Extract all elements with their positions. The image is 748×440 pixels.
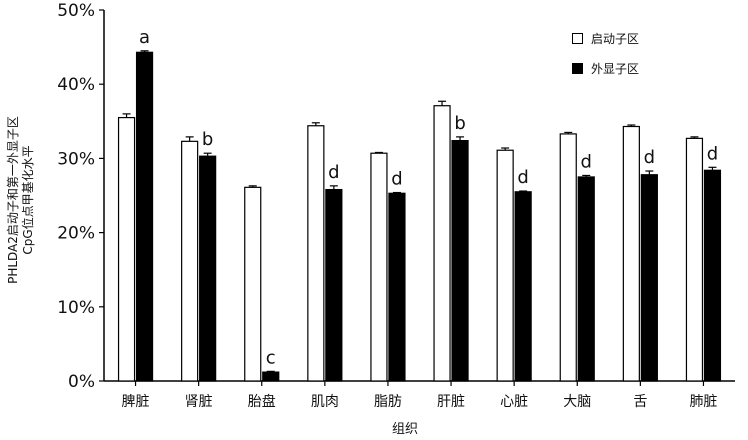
legend: 启动子区 外显子区 xyxy=(572,30,639,76)
x-tick-label: 大脑 xyxy=(563,394,591,410)
legend-label-promoter: 启动子区 xyxy=(591,31,640,46)
x-tick-label: 舌 xyxy=(633,394,647,410)
x-tick-label: 胎盘 xyxy=(248,393,276,410)
y-tick-label: 30% xyxy=(57,149,95,169)
bar xyxy=(559,133,577,382)
significance-label: d xyxy=(581,151,592,172)
bar xyxy=(703,169,722,382)
y-tick-label: 40% xyxy=(57,75,95,95)
y-tick-label: 0% xyxy=(68,372,95,392)
significance-label: d xyxy=(391,169,402,190)
bar xyxy=(307,125,325,382)
legend-label-exon: 外显子区 xyxy=(591,61,640,76)
y-tick-label: 10% xyxy=(57,298,95,318)
significance-label: d xyxy=(644,147,655,168)
significance-label: d xyxy=(707,143,718,164)
x-tick-label: 心脏 xyxy=(500,394,528,410)
bar xyxy=(685,137,704,382)
legend-item-exon: 外显子区 xyxy=(572,60,639,76)
bar xyxy=(622,125,640,382)
y-axis-title-line-2: CpG位点甲基化水平 xyxy=(21,145,35,255)
x-tick-label: 肾脏 xyxy=(185,394,213,410)
bar xyxy=(325,188,343,382)
bar xyxy=(433,105,451,382)
bar xyxy=(451,139,469,382)
x-tick-label: 脾脏 xyxy=(122,394,150,410)
x-tick-label: 肺脏 xyxy=(689,394,717,410)
y-axis-title: PHLDA2启动子和第一外显子区 CpG位点甲基化水平 xyxy=(2,80,40,320)
bar xyxy=(388,192,406,382)
significance-label: d xyxy=(328,162,339,183)
bar xyxy=(117,116,136,382)
y-tick-label: 50% xyxy=(57,1,95,21)
bar xyxy=(577,176,595,382)
bar xyxy=(181,140,199,382)
bar xyxy=(640,174,658,382)
x-tick-label: 肌肉 xyxy=(311,394,339,410)
legend-swatch-exon xyxy=(572,62,583,74)
y-axis-title-line-1: PHLDA2启动子和第一外显子区 xyxy=(6,116,20,284)
x-tick-label: 肝脏 xyxy=(437,394,465,410)
y-tick-label: 20% xyxy=(57,224,95,244)
significance-label: d xyxy=(517,167,528,188)
x-tick-label: 脂肪 xyxy=(374,394,402,410)
bar xyxy=(199,155,217,382)
significance-label: b xyxy=(454,113,465,134)
bar xyxy=(370,152,388,382)
legend-swatch-promoter xyxy=(572,32,583,44)
legend-item-promoter: 启动子区 xyxy=(572,30,639,46)
significance-label: c xyxy=(266,347,276,368)
bar xyxy=(135,51,154,382)
significance-label: a xyxy=(139,27,150,48)
significance-label: b xyxy=(202,129,213,150)
bar xyxy=(262,371,280,382)
bar xyxy=(514,191,532,382)
bar xyxy=(244,186,262,382)
bar xyxy=(496,149,514,382)
x-axis-title: 组织 xyxy=(391,422,419,437)
